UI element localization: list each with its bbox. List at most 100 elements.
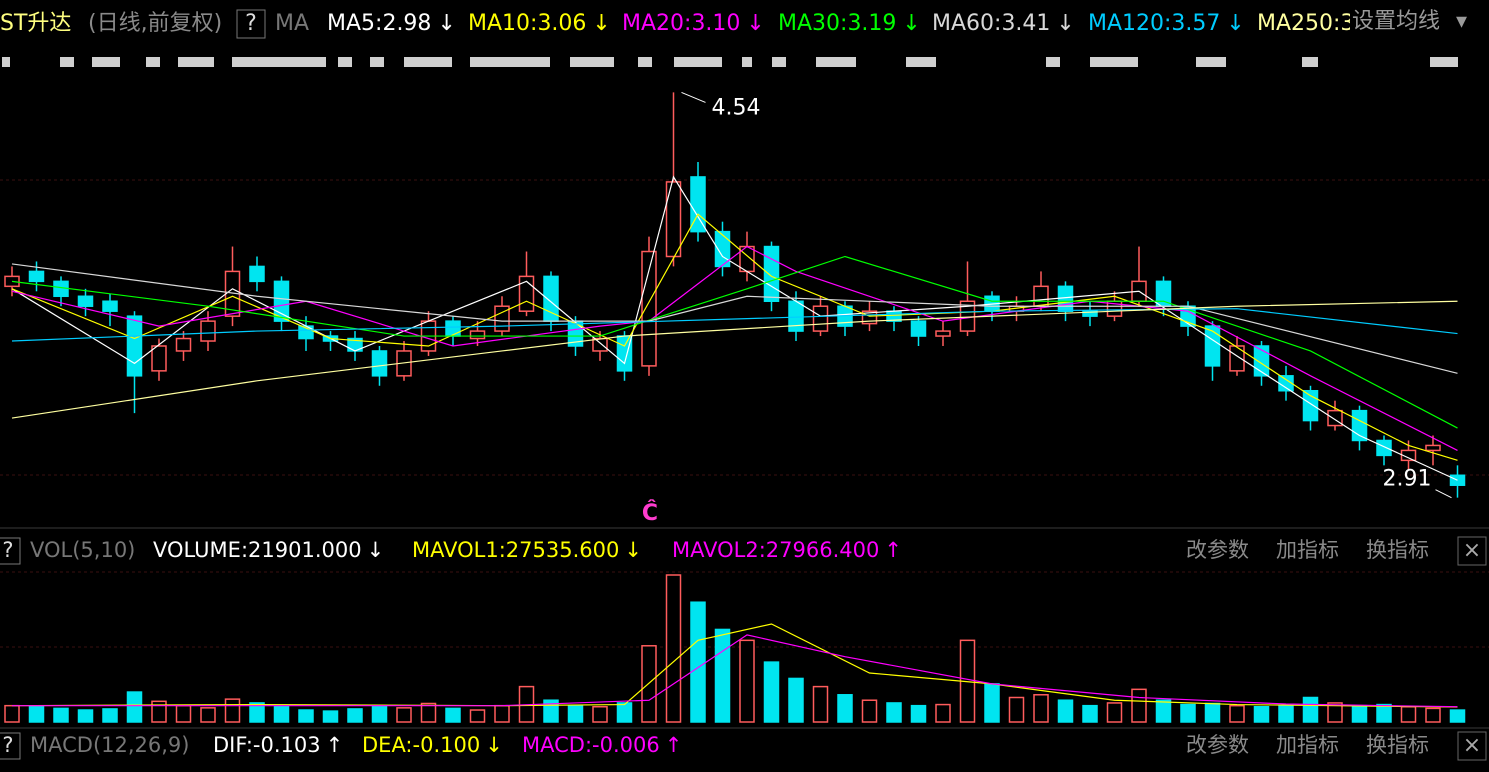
volume-bar <box>1106 702 1123 723</box>
trend-arrow: ↑ <box>884 538 902 562</box>
volume-bar <box>1327 702 1343 723</box>
volume-bar <box>347 708 363 723</box>
candle-body <box>1229 345 1245 372</box>
indicator-label: DIF:-0.103 <box>213 733 321 757</box>
indicator-value: MACD:-0.006 ↑ <box>522 733 682 757</box>
volume-bar <box>812 685 829 723</box>
volume-bar <box>1425 707 1441 723</box>
candle-body <box>1376 439 1392 457</box>
candle-body <box>592 337 608 352</box>
volume-bar <box>1204 702 1221 723</box>
indicator-name: MACD(12,26,9) <box>30 733 190 757</box>
candle-body <box>249 265 265 283</box>
ma-line <box>11 213 1458 461</box>
volume-bar <box>1131 688 1147 723</box>
trend-arrow: ↓ <box>485 733 503 757</box>
candle-body <box>1082 310 1098 317</box>
ma-legend-item: MA60:3.41 ↓ <box>932 11 1075 36</box>
ma-legend-item: MA10:3.06 ↓ <box>468 11 611 36</box>
panel-button[interactable]: 改参数 <box>1186 733 1249 757</box>
volume-bar <box>175 704 192 723</box>
volume-bar <box>102 708 118 723</box>
trend-arrow: ↓ <box>746 11 764 36</box>
volume-bar <box>616 702 633 723</box>
candle-body <box>445 320 461 337</box>
candle-body <box>1204 325 1221 367</box>
indicator-name: VOL(5,10) <box>30 538 135 562</box>
panel-button[interactable]: 换指标 <box>1366 538 1429 562</box>
candle-body <box>1253 345 1270 377</box>
trend-arrow: ↓ <box>1056 11 1074 36</box>
event-marker: Ĉ <box>642 500 658 526</box>
volume-bar <box>4 704 20 723</box>
candle-body <box>1425 444 1441 452</box>
panel-button[interactable]: 加指标 <box>1276 733 1339 757</box>
indicator-label: VOLUME:21901.000 <box>153 538 362 562</box>
ma-legend-item: MA250:3 <box>1257 11 1354 36</box>
candle-body <box>665 181 682 258</box>
volume-bar <box>1376 703 1392 723</box>
high-price-label: 4.54 <box>712 95 761 120</box>
volume-bar <box>1449 709 1466 723</box>
volume-bar <box>886 702 902 723</box>
trend-arrow: ↑ <box>326 733 344 757</box>
candle-body <box>1400 449 1417 462</box>
ma-value: MA60:3.41 <box>932 11 1050 36</box>
ma-legend-item: MA120:3.57 ↓ <box>1088 11 1245 36</box>
candle-body <box>714 230 731 268</box>
annotation-arrow <box>681 91 706 103</box>
ma-dropdown[interactable]: ▾ <box>1456 9 1467 34</box>
ma-line <box>11 175 1458 481</box>
volume-bar <box>690 601 706 723</box>
volume-bar <box>1082 704 1098 723</box>
stock-name: ST升达 <box>0 11 71 36</box>
ma-settings[interactable]: 设置均线 <box>1352 9 1440 34</box>
candle-body <box>53 280 69 298</box>
ma-legend-item: MA20:3.10 ↓ <box>622 11 765 36</box>
volume-bar <box>77 709 94 723</box>
indicator-value: DIF:-0.103 ↑ <box>213 733 343 757</box>
indicator-label: MACD:-0.006 <box>522 733 660 757</box>
indicator-label: DEA:-0.100 <box>362 733 480 757</box>
volume-bar <box>249 702 265 723</box>
candle-body <box>200 320 216 342</box>
panel-button[interactable]: 改参数 <box>1186 538 1249 562</box>
candle-body <box>151 345 167 372</box>
indicator-value: DEA:-0.100 ↓ <box>362 733 503 757</box>
panel-button[interactable]: 换指标 <box>1366 733 1429 757</box>
close-button[interactable]: × <box>1463 733 1481 758</box>
volume-bar <box>224 698 241 723</box>
candle-body <box>641 250 657 367</box>
volume-bar <box>1008 696 1025 723</box>
trend-arrow: ↓ <box>1226 11 1244 36</box>
volume-bar <box>469 709 486 723</box>
volume-bar <box>567 704 584 723</box>
volume-bar <box>739 639 755 723</box>
volume-bar <box>1302 696 1319 723</box>
help-button[interactable]: ? <box>245 11 257 36</box>
period-mode: (日线,前复权) <box>88 11 222 36</box>
indicator-value: MAVOL1:27535.600 ↓ <box>412 538 642 562</box>
candle-body <box>763 245 780 302</box>
help-button[interactable]: ? <box>2 733 13 757</box>
volume-bar <box>151 700 167 723</box>
help-button[interactable]: ? <box>2 538 13 562</box>
trend-arrow: ↓ <box>592 11 610 36</box>
candle-body <box>469 330 486 340</box>
indicator-label: MAVOL2:27966.400 <box>672 538 879 562</box>
volume-bar <box>592 706 608 723</box>
volume-bar <box>1351 704 1368 723</box>
volume-bar <box>273 706 290 723</box>
candle-body <box>273 280 290 322</box>
annotation-arrow <box>1435 489 1452 499</box>
volume-bar <box>1155 699 1172 723</box>
candle-body <box>616 335 633 372</box>
volume-bar <box>53 707 69 723</box>
volume-bar <box>935 703 951 723</box>
candle-body <box>77 295 94 307</box>
panel-button[interactable]: 加指标 <box>1276 538 1339 562</box>
volume-bar <box>1278 704 1294 723</box>
volume-bar <box>861 699 878 723</box>
close-button[interactable]: × <box>1463 538 1481 563</box>
low-price-label: 2.91 <box>1383 467 1432 492</box>
